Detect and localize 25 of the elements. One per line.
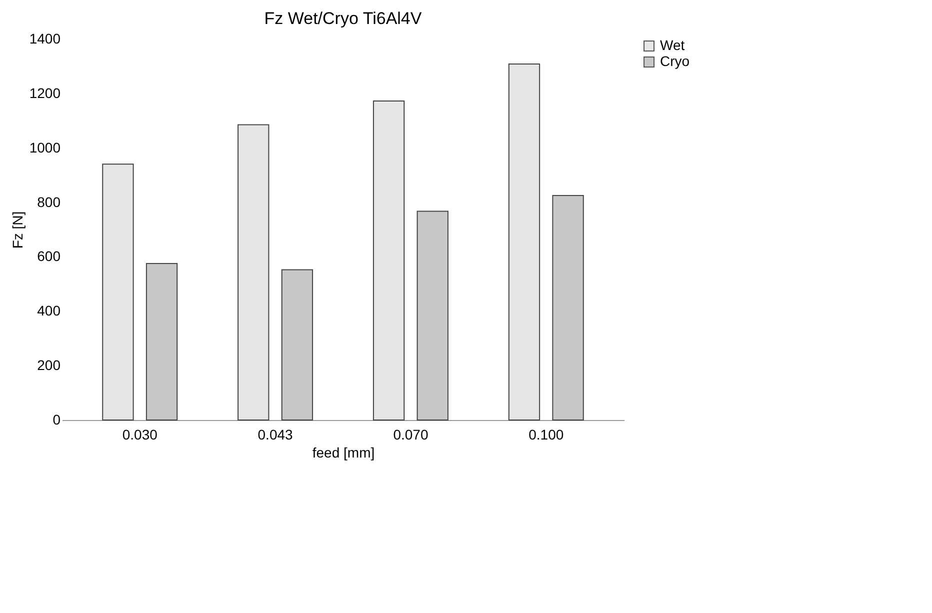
y-tick-label: 1000: [29, 139, 61, 156]
legend-label: Cryo: [660, 53, 690, 69]
y-tick-label: 0: [52, 412, 61, 428]
bar: [372, 100, 405, 420]
bar: [552, 194, 584, 420]
bar: [238, 124, 270, 420]
bar: [146, 263, 178, 420]
y-tick-label: 600: [37, 248, 61, 264]
y-tick-label: 1200: [29, 84, 61, 101]
legend-label: Wet: [660, 37, 685, 53]
y-tick-label: 1400: [29, 30, 61, 46]
x-axis-title: feed [mm]: [312, 444, 375, 460]
y-axis-title: Fz [N]: [9, 211, 26, 249]
y-tick-label: 200: [37, 357, 61, 374]
bar: [102, 164, 134, 420]
x-tick-label: 0.100: [528, 426, 564, 442]
x-tick-label: 0.043: [258, 426, 294, 442]
bar: [508, 64, 540, 420]
x-tick-label: 0.030: [122, 426, 158, 442]
bar: [416, 210, 448, 420]
x-tick-label: 0.070: [393, 426, 428, 442]
chart-title: Fz Wet/Cryo Ti6Al4V: [264, 9, 422, 28]
y-tick-label: 800: [37, 194, 61, 210]
bar: [281, 269, 314, 420]
y-tick-label: 400: [37, 302, 61, 319]
